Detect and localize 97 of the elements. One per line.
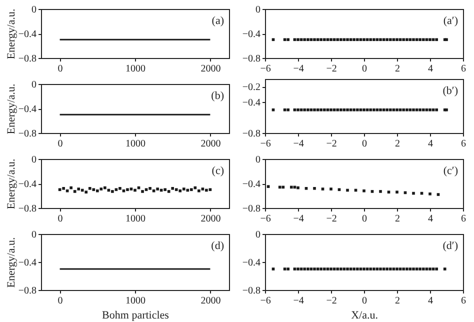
x-tick-label: 0 [58, 138, 63, 150]
y-tick-label: 0 [256, 4, 260, 16]
x-tick-label: 4 [428, 296, 433, 306]
point [346, 188, 349, 192]
x-tick-label: −2 [326, 296, 337, 306]
x-tick-label: 0 [362, 296, 367, 306]
y-axis-title: Energy/a.u. [5, 8, 18, 60]
point [379, 190, 382, 193]
x-tick-label: 1000 [126, 214, 146, 224]
x-tick-label: 6 [461, 214, 466, 224]
point [290, 186, 293, 189]
annotation: (b′) [442, 85, 458, 97]
x-tick-label: −4 [293, 296, 304, 306]
y-tick-label: −0.4 [242, 29, 260, 40]
x-axis-title: X/a.u. [351, 310, 378, 322]
x-tick-label: 4 [428, 64, 433, 74]
point [282, 186, 285, 189]
x-tick-label: 6 [461, 296, 466, 306]
y-tick-label: −0.2 [242, 82, 260, 94]
x-tick-label: 2000 [200, 138, 221, 150]
x-tick-label: 4 [428, 138, 433, 150]
x-tick-label: 6 [461, 64, 466, 74]
point [396, 190, 398, 194]
x-tick-label: 2 [395, 296, 400, 306]
y-tick-label: −0.8 [18, 54, 36, 64]
annotation: (d′) [442, 240, 458, 252]
point [436, 193, 440, 196]
point [266, 185, 270, 188]
x-tick-label: 0 [58, 296, 63, 306]
y-tick-label: −0.8 [242, 54, 260, 64]
y-tick-label: −0.4 [242, 179, 260, 190]
point [370, 190, 374, 193]
x-tick-label: 4 [428, 214, 433, 224]
point [313, 186, 316, 190]
x-tick-label: 2 [395, 214, 400, 224]
x-tick-label: 0 [58, 214, 63, 224]
y-tick-label: 0 [256, 230, 260, 240]
x-tick-label: −2 [326, 214, 337, 224]
y-tick-label: 0 [32, 154, 36, 166]
point [412, 192, 415, 195]
y-tick-label: 0 [256, 154, 260, 166]
point [321, 188, 324, 190]
y-tick-label: −0.4 [18, 29, 36, 40]
point [278, 186, 282, 189]
y-tick-label: −0.4 [242, 98, 260, 109]
x-tick-label: −4 [293, 214, 304, 224]
x-tick-label: 1000 [126, 138, 146, 150]
point [304, 186, 308, 190]
y-axis-title: Energy/a.u. [5, 158, 18, 210]
point [338, 188, 341, 192]
annotation: (d) [211, 240, 224, 252]
annotation: (c′) [443, 165, 458, 177]
x-tick-label: 1000 [126, 296, 146, 306]
x-tick-label: 0 [362, 214, 367, 224]
y-tick-label: −0.8 [18, 286, 36, 296]
x-tick-label: 2 [395, 138, 400, 150]
x-tick-label: −2 [326, 138, 337, 150]
x-tick-label: 0 [362, 64, 367, 74]
x-tick-label: 1000 [126, 64, 146, 74]
y-tick-label: −0.8 [18, 204, 36, 214]
y-tick-label: −0.4 [18, 179, 36, 190]
y-tick-label: −0.4 [18, 104, 36, 115]
x-tick-label: −6 [260, 296, 271, 306]
point [330, 188, 332, 190]
annotation: (a′) [443, 15, 458, 27]
x-tick-label: −2 [326, 64, 337, 74]
y-axis-title: Energy/a.u. [5, 84, 18, 134]
x-tick-label: −6 [260, 64, 271, 74]
y-tick-label: −0.8 [18, 128, 36, 140]
annotation: (a) [212, 15, 224, 27]
x-tick-label: 2000 [200, 214, 221, 224]
point [387, 190, 390, 194]
x-tick-label: 2000 [200, 296, 221, 306]
point [428, 192, 432, 196]
x-tick-label: −4 [293, 64, 304, 74]
x-axis-title: Bohm particles [102, 310, 169, 322]
x-tick-label: 2000 [200, 64, 221, 74]
y-tick-label: 0 [32, 4, 36, 16]
x-tick-label: 6 [461, 138, 466, 150]
y-tick-label: 0 [32, 80, 36, 90]
point [362, 189, 366, 192]
x-tick-label: 0 [58, 64, 63, 74]
y-tick-label: 0 [32, 230, 36, 240]
x-tick-label: 0 [362, 138, 367, 150]
y-tick-label: −0.8 [242, 286, 260, 296]
annotation: (c) [212, 165, 224, 177]
y-tick-label: −0.8 [242, 128, 260, 140]
y-tick-label: −0.4 [18, 258, 36, 268]
annotation: (b) [211, 90, 224, 102]
x-tick-label: −6 [260, 214, 271, 224]
x-tick-label: −4 [293, 138, 304, 150]
x-tick-label: −6 [260, 138, 271, 150]
point [296, 186, 300, 190]
y-tick-label: −0.4 [242, 258, 260, 268]
y-axis-title: Energy/a.u. [5, 237, 18, 288]
y-tick-label: −0.8 [242, 204, 260, 214]
x-tick-label: 2 [395, 64, 400, 74]
